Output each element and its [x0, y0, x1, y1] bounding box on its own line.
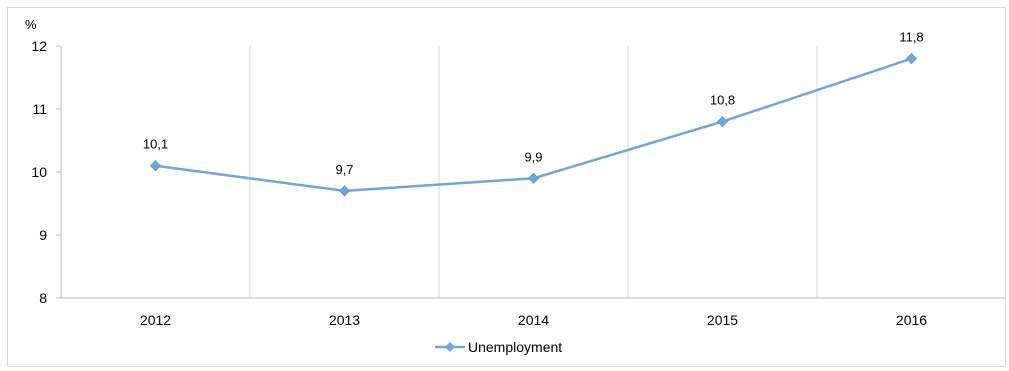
- series-line-unemployment: [155, 57, 912, 193]
- x-tick-label: 2013: [329, 312, 360, 328]
- data-label: 10,8: [710, 93, 735, 108]
- y-tick-label: 11: [32, 101, 47, 117]
- data-label: 11,8: [899, 30, 923, 45]
- y-tick-label: 10: [31, 164, 47, 180]
- data-point-marker: [338, 185, 351, 197]
- legend-label: Unemployment: [468, 339, 562, 355]
- x-tick-label: 2016: [896, 312, 927, 328]
- y-unit-label: %: [25, 17, 37, 32]
- data-label: 10,1: [143, 137, 168, 152]
- x-tick-label: 2015: [707, 312, 738, 328]
- y-tick-label: 12: [31, 38, 47, 54]
- y-tick-label: 8: [39, 290, 47, 306]
- data-point-marker: [716, 116, 729, 128]
- chart-frame: 8 9 10 11 12% 2012 2013 2014 2015 2016 10,1 9,7 9,9 1…: [7, 7, 1006, 367]
- data-label: 9,9: [524, 149, 542, 164]
- y-tick-label: 9: [39, 227, 47, 243]
- legend-diamond-marker: [445, 342, 455, 352]
- line-chart: 8 9 10 11 12% 2012 2013 2014 2015 2016 10,1 9,7 9,9 1…: [25, 17, 1006, 355]
- data-point-marker: [149, 160, 162, 172]
- data-label: 9,7: [335, 162, 353, 177]
- data-point-marker: [527, 172, 540, 184]
- x-tick-label: 2012: [140, 312, 171, 328]
- data-point-marker: [905, 53, 918, 65]
- x-tick-label: 2014: [518, 312, 549, 328]
